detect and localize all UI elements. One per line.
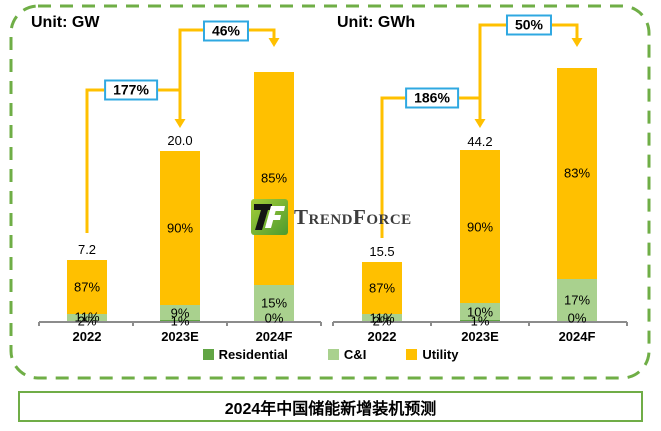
segment-label: 11% xyxy=(74,309,100,325)
legend-item-ci: C&I xyxy=(327,347,367,362)
legend-label-utility: Utility xyxy=(422,347,459,362)
segment-label: 0% xyxy=(264,310,284,326)
arrowhead-down-icon xyxy=(174,119,186,128)
category-label: 2024F xyxy=(255,329,293,344)
footer-title-box: 2024年中国储能新增装机预测 xyxy=(18,391,643,422)
segment-label: 90% xyxy=(466,219,494,235)
total-value-label: 15.5 xyxy=(369,244,395,259)
x-axis-tick xyxy=(332,322,334,326)
growth-connector-line xyxy=(178,28,276,119)
x-axis-tick xyxy=(528,322,530,326)
category-label: 2023E xyxy=(461,329,499,344)
category-label: 2023E xyxy=(161,329,199,344)
x-axis-tick xyxy=(430,322,432,326)
unit-label-gw: Unit: GW xyxy=(31,14,100,31)
segment-label: 87% xyxy=(368,280,396,296)
bar-segment-utility xyxy=(254,72,294,285)
segment-label: 2% xyxy=(372,313,392,329)
segment-label: 1% xyxy=(470,313,490,329)
x-axis xyxy=(39,321,321,323)
bar-segment-utility xyxy=(460,150,500,304)
footer-title: 2024年中国储能新增装机预测 xyxy=(224,400,437,418)
x-axis xyxy=(333,321,627,323)
segment-label: 83% xyxy=(563,165,591,181)
growth-badge: 177% xyxy=(104,79,158,101)
category-label: 2022 xyxy=(72,329,102,344)
x-axis-tick xyxy=(38,322,40,326)
bar-segment-ci xyxy=(460,303,500,321)
growth-badge: 186% xyxy=(405,87,459,109)
segment-label: 85% xyxy=(260,170,288,186)
bar-segment-utility xyxy=(362,262,402,315)
trendforce-logo-icon xyxy=(251,199,288,235)
bar-segment-ci xyxy=(362,314,402,321)
category-label: 2022 xyxy=(367,329,397,344)
legend-label-ci: C&I xyxy=(343,347,367,362)
growth-connector-line xyxy=(478,23,579,119)
growth-badge: 46% xyxy=(202,20,250,42)
arrowhead-down-icon xyxy=(268,38,280,47)
total-value-label: 44.2 xyxy=(467,134,493,149)
unit-label-gwh: Unit: GWh xyxy=(337,14,416,31)
segment-label: 0% xyxy=(567,310,587,326)
bar-segment-utility xyxy=(67,260,107,314)
bar-segment-ci xyxy=(160,304,200,321)
segment-label: 90% xyxy=(166,220,194,236)
total-value-label: 7.2 xyxy=(77,242,97,257)
segment-label: 10% xyxy=(466,304,494,320)
segment-label: 15% xyxy=(260,295,288,311)
growth-badge: 50% xyxy=(505,14,553,36)
segment-label: 9% xyxy=(170,305,190,321)
legend-swatch-utility xyxy=(406,349,418,360)
bar-segment-utility xyxy=(557,68,597,279)
legend-item-utility: Utility xyxy=(406,347,458,362)
bar-segment-ci xyxy=(67,313,107,321)
segment-label: 11% xyxy=(369,310,395,325)
segment-label: 2% xyxy=(77,313,97,329)
segment-label: 1% xyxy=(170,313,190,329)
legend-swatch-ci xyxy=(327,349,339,360)
legend-label-residential: Residential xyxy=(218,347,288,362)
x-axis-tick xyxy=(320,322,322,326)
total-value-label: 20.0 xyxy=(167,133,193,148)
segment-label: 87% xyxy=(73,279,101,295)
category-label: 2024F xyxy=(558,329,596,344)
x-axis-tick xyxy=(132,322,134,326)
x-axis-tick xyxy=(226,322,228,326)
trendforce-logo-text: TrendForce xyxy=(294,204,412,229)
bar-segment-ci xyxy=(557,278,597,322)
legend-item-residential: Residential xyxy=(202,347,288,362)
x-axis-tick xyxy=(626,322,628,326)
arrowhead-down-icon xyxy=(474,119,486,128)
arrowhead-down-icon xyxy=(571,38,583,47)
bar-segment-utility xyxy=(160,151,200,305)
segment-label: 17% xyxy=(563,292,591,308)
trendforce-logo: TrendForce xyxy=(251,199,412,235)
legend-swatch-residential xyxy=(202,349,214,360)
growth-connector-line xyxy=(85,88,180,233)
legend: Residential C&I Utility xyxy=(0,347,661,362)
bar-segment-ci xyxy=(254,284,294,322)
